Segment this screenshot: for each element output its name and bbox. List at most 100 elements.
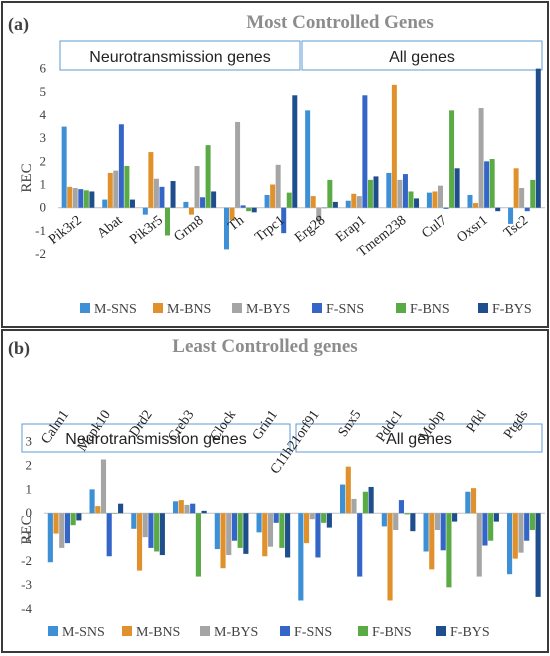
panel-a-y-tick-label: -2 bbox=[35, 246, 46, 261]
panel-b-legend-swatch-f-bns bbox=[358, 626, 368, 636]
panel-a-bar-abat-m-sns bbox=[102, 199, 108, 208]
panel-a-bar-oxsr1-m-bns bbox=[473, 203, 479, 208]
panel-a-bar-pik3r2-m-sns bbox=[61, 126, 67, 208]
panel-b-bar-snx5-f-sns bbox=[357, 513, 363, 577]
panel-b-bar-grin1-m-sns bbox=[256, 513, 262, 533]
panel-a-bar-pik3r5-f-sns bbox=[159, 186, 165, 208]
panel-b-bar-mobp-f-bns bbox=[446, 513, 452, 588]
panel-a-y-tick-label: 1 bbox=[40, 177, 47, 192]
panel-b-bar-drd2-f-bns bbox=[154, 513, 160, 552]
panel-b-bar-calm1-f-bys bbox=[76, 513, 82, 521]
panel-b-frame bbox=[1, 329, 549, 653]
panel-b-bar-pfkl-m-bys bbox=[476, 513, 482, 577]
panel-b-legend-swatch-f-sns bbox=[280, 626, 290, 636]
panel-b-bar-calm1-m-bns bbox=[53, 513, 59, 534]
panel-a-bar-erg28-m-sns bbox=[305, 110, 311, 208]
panel-a-group-label-all-genes: All genes bbox=[389, 49, 455, 66]
panel-a-bar-grm8-f-bns bbox=[205, 145, 211, 208]
panel-a-bar-pik3r2-f-bns bbox=[83, 190, 89, 208]
panel-b-bar-creb3-m-bys bbox=[184, 504, 190, 514]
panel-b-y-tick-label: 2 bbox=[26, 457, 33, 472]
panel-a-legend-swatch-f-sns bbox=[312, 303, 322, 313]
panel-a-bar-abat-f-sns bbox=[118, 124, 124, 208]
panel-a-bar-erg28-f-bys bbox=[332, 201, 338, 208]
panel-a-bar-oxsr1-f-bns bbox=[489, 159, 495, 208]
panel-a-legend-label-m-sns: M-SNS bbox=[94, 302, 137, 317]
panel-b-bar-ptgds-f-bys bbox=[535, 513, 541, 597]
panel-a-bar-tsc2-m-sns bbox=[508, 207, 514, 224]
panel-a-frame bbox=[1, 1, 549, 328]
panel-a-group-box-neurotransmission bbox=[59, 40, 301, 71]
panel-a-y-tick-label: -1 bbox=[35, 223, 46, 238]
panel-b-legend-swatch-f-bys bbox=[436, 626, 446, 636]
panel-a-bar-cul7-f-bys bbox=[454, 168, 460, 208]
panel-b-group-box-all-genes bbox=[295, 423, 543, 453]
panel-b-bar-ptgds-f-bns bbox=[529, 513, 535, 530]
panel-a-legend-label-m-bns: M-BNS bbox=[167, 302, 211, 317]
panel-a-y-tick-label: 5 bbox=[40, 84, 47, 99]
panel-a-y-tick-label: 4 bbox=[40, 107, 47, 122]
panel-b-bar-grin1-m-bns bbox=[262, 513, 268, 557]
panel-a-bar-trpc1-m-sns bbox=[264, 194, 270, 208]
panel-b-bar-pddc1-f-bys bbox=[410, 513, 416, 532]
panel-a-bar-tmem238-f-sns bbox=[402, 174, 408, 208]
panel-b-bar-grin1-f-bns bbox=[279, 513, 285, 548]
panel-a-legend-label-f-bys: F-BYS bbox=[492, 302, 532, 317]
panel-a-bar-erg28-f-bns bbox=[327, 179, 333, 208]
panel-b-bar-snx5-m-bns bbox=[345, 466, 351, 514]
panel-b-bar-pddc1-m-bys bbox=[393, 513, 399, 530]
panel-b-legend-label-f-bys: F-BYS bbox=[450, 625, 490, 640]
panel-b-bar-pddc1-f-bns bbox=[404, 513, 410, 515]
panel-b-bar-mobp-f-bys bbox=[452, 513, 458, 522]
panel-a-y-tick-label: 2 bbox=[40, 153, 47, 168]
panel-b-title: Least Controlled genes bbox=[172, 336, 357, 357]
panel-b-legend-label-f-bns: F-BNS bbox=[372, 625, 412, 640]
panel-b-bar-ptgds-f-sns bbox=[524, 513, 530, 541]
panel-a-bar-cul7-f-bns bbox=[449, 110, 455, 208]
panel-b-group-box-neurotransmission bbox=[21, 423, 291, 453]
panel-b-bar-grin1-m-bys bbox=[267, 513, 274, 547]
panel-a-bar-trpc1-f-bns bbox=[286, 192, 292, 208]
panel-a-bar-th-f-sns bbox=[240, 205, 246, 208]
panel-a-bar-erap1-m-sns bbox=[345, 200, 351, 208]
panel-b-legend-swatch-m-sns bbox=[48, 626, 58, 636]
panel-b-y-tick-label: -3 bbox=[21, 577, 32, 592]
panel-a-bar-tmem238-m-sns bbox=[386, 172, 392, 208]
panel-a-legend-label-f-sns: F-SNS bbox=[326, 302, 364, 317]
panel-a-bar-trpc1-f-bys bbox=[292, 95, 298, 208]
panel-b-bar-pddc1-f-sns bbox=[398, 500, 405, 514]
panel-b-bar-mapk10-f-bns bbox=[112, 513, 118, 514]
panel-a-bar-grm8-m-bys bbox=[194, 165, 200, 208]
panel-a-bar-oxsr1-f-sns bbox=[484, 161, 490, 208]
panel-b-bar-pfkl-f-sns bbox=[482, 513, 488, 546]
panel-b-bar-c11h21orf91-m-bys bbox=[309, 513, 315, 520]
panel-b-bar-pfkl-m-sns bbox=[465, 491, 471, 514]
panel-a-bar-erg28-f-sns bbox=[321, 207, 327, 209]
panel-a-bar-trpc1-m-bys bbox=[275, 164, 281, 208]
panel-b-bar-c11h21orf91-m-bns bbox=[303, 513, 310, 544]
panel-a-bar-erap1-f-sns bbox=[362, 95, 368, 208]
panel-a-bar-th-m-sns bbox=[223, 207, 229, 250]
panel-b-bar-grin1-f-bys bbox=[285, 513, 291, 558]
panel-a-bar-grm8-f-sns bbox=[200, 197, 206, 208]
panel-a-bar-erg28-m-bns bbox=[310, 196, 316, 208]
panel-a-y-tick-label: 0 bbox=[40, 200, 47, 215]
panel-b-bar-clock-m-bys bbox=[226, 513, 232, 556]
panel-a-bar-pik3r5-m-sns bbox=[142, 207, 148, 215]
panel-a-bar-tsc2-f-bns bbox=[530, 179, 536, 208]
panel-a-bar-trpc1-m-bns bbox=[270, 184, 276, 208]
panel-b-bar-snx5-f-bns bbox=[362, 491, 368, 514]
panel-b-bar-mobp-m-bns bbox=[429, 513, 435, 570]
panel-b-bar-pfkl-f-bns bbox=[488, 513, 494, 541]
panel-b-legend-label-m-bys: M-BYS bbox=[214, 625, 258, 640]
panel-a-bar-pik3r5-f-bys bbox=[170, 181, 176, 208]
panel-b-bar-mapk10-m-bns bbox=[95, 506, 101, 514]
panel-a-category-label-erg28: Erg28 bbox=[292, 213, 328, 246]
panel-a-bar-oxsr1-m-bys bbox=[478, 108, 484, 208]
panel-b-bar-creb3-f-bys bbox=[201, 510, 207, 514]
panel-b-category-label-grin1: Grin1 bbox=[250, 408, 281, 443]
panel-a-bar-tsc2-m-bns bbox=[513, 168, 519, 208]
panel-a-category-label-pik3r2: Pik3r2 bbox=[46, 213, 85, 248]
panel-a-most-controlled: (a) Most Controlled Genes REC Neurotrans… bbox=[1, 1, 549, 328]
